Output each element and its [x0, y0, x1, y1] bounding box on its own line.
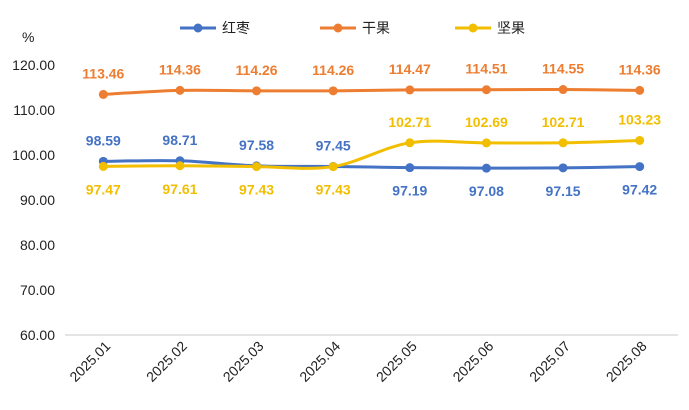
series-1-data-label: 114.26 — [236, 62, 278, 78]
series-points — [98, 85, 645, 173]
series-lines — [101, 87, 642, 170]
series-2-point — [635, 135, 645, 145]
series-1-data-label: 114.51 — [465, 61, 507, 77]
series-2-point — [405, 138, 415, 148]
y-tick-label: 120.00 — [12, 57, 55, 73]
legend-marker-1 — [333, 23, 343, 33]
series-0-data-label: 97.42 — [622, 182, 657, 198]
series-0-point — [558, 163, 568, 173]
series-1-point — [98, 89, 108, 99]
series-1-point — [481, 85, 491, 95]
series-2-data-label: 97.47 — [86, 181, 121, 197]
legend: 红枣 干果 坚果 — [180, 21, 525, 37]
legend-label-0: 红枣 — [222, 21, 250, 37]
series-1-point — [635, 85, 645, 95]
x-axis-ticks: 2025.01 2025.02 2025.03 2025.04 2025.05 2025.… — [66, 338, 650, 385]
series-2-data-label: 97.43 — [239, 182, 274, 198]
series-line-2 — [101, 138, 642, 170]
series-1-point — [252, 86, 262, 96]
y-axis-unit-label: % — [22, 29, 34, 45]
series-2-point — [558, 138, 568, 148]
y-tick-label: 110.00 — [13, 102, 55, 118]
series-1-point — [405, 85, 415, 95]
series-2-data-label: 102.71 — [388, 114, 431, 130]
x-tick-label: 2025.02 — [143, 338, 190, 385]
series-2-data-label: 103.23 — [618, 111, 661, 127]
series-1-point — [328, 86, 338, 96]
y-tick-label: 90.00 — [20, 192, 55, 208]
series-0-data-label: 98.59 — [86, 132, 121, 148]
x-tick-label: 2025.03 — [220, 338, 267, 385]
series-1-point — [558, 85, 568, 95]
x-tick-label: 2025.07 — [526, 338, 573, 385]
series-2-data-label: 97.43 — [316, 182, 351, 198]
x-tick-label: 2025.05 — [373, 338, 420, 385]
series-1-data-label: 114.55 — [542, 61, 584, 77]
series-0-point — [481, 163, 491, 173]
legend-label-1: 干果 — [362, 21, 390, 37]
x-tick-label: 2025.04 — [296, 338, 343, 385]
series-2-point — [252, 162, 262, 172]
x-tick-label: 2025.01 — [66, 338, 113, 385]
legend-marker-0 — [193, 23, 203, 33]
series-2-point — [328, 162, 338, 172]
y-axis-ticks: 60.00 70.00 80.00 90.00 100.00 110.00 120.00 — [12, 57, 55, 343]
series-line-0 — [101, 159, 642, 170]
series-0-data-label: 98.71 — [162, 132, 197, 148]
series-1-data-label: 114.47 — [389, 61, 431, 77]
series-line-1 — [101, 87, 642, 96]
series-2-data-label: 102.69 — [465, 114, 508, 130]
series-2-point — [175, 161, 185, 171]
series-0-data-label: 97.15 — [546, 183, 581, 199]
y-tick-label: 100.00 — [12, 147, 55, 163]
data-labels: 98.59 98.71 97.58 97.45 97.19 97.08 97.15 97.42… — [82, 61, 661, 200]
legend-label-2: 坚果 — [497, 21, 525, 37]
y-tick-label: 60.00 — [20, 327, 55, 343]
x-tick-label: 2025.06 — [449, 338, 496, 385]
series-1-data-label: 114.26 — [312, 62, 354, 78]
series-1-data-label: 113.46 — [82, 65, 124, 81]
series-2-data-label: 97.61 — [162, 181, 197, 197]
series-2-data-label: 102.71 — [542, 114, 585, 130]
series-0-data-label: 97.08 — [469, 183, 504, 199]
series-1-point — [175, 85, 185, 95]
y-tick-label: 80.00 — [20, 237, 55, 253]
series-0-data-label: 97.19 — [392, 183, 427, 199]
series-2-point — [481, 138, 491, 148]
series-0-point — [405, 163, 415, 173]
y-tick-label: 70.00 — [20, 282, 55, 298]
series-1-data-label: 114.36 — [159, 61, 201, 77]
legend-marker-2 — [468, 23, 478, 33]
series-0-point — [635, 162, 645, 172]
series-1-data-label: 114.36 — [619, 61, 661, 77]
series-0-data-label: 97.45 — [316, 137, 351, 153]
x-tick-label: 2025.08 — [603, 338, 650, 385]
series-2-point — [98, 161, 108, 171]
series-0-data-label: 97.58 — [239, 137, 274, 153]
